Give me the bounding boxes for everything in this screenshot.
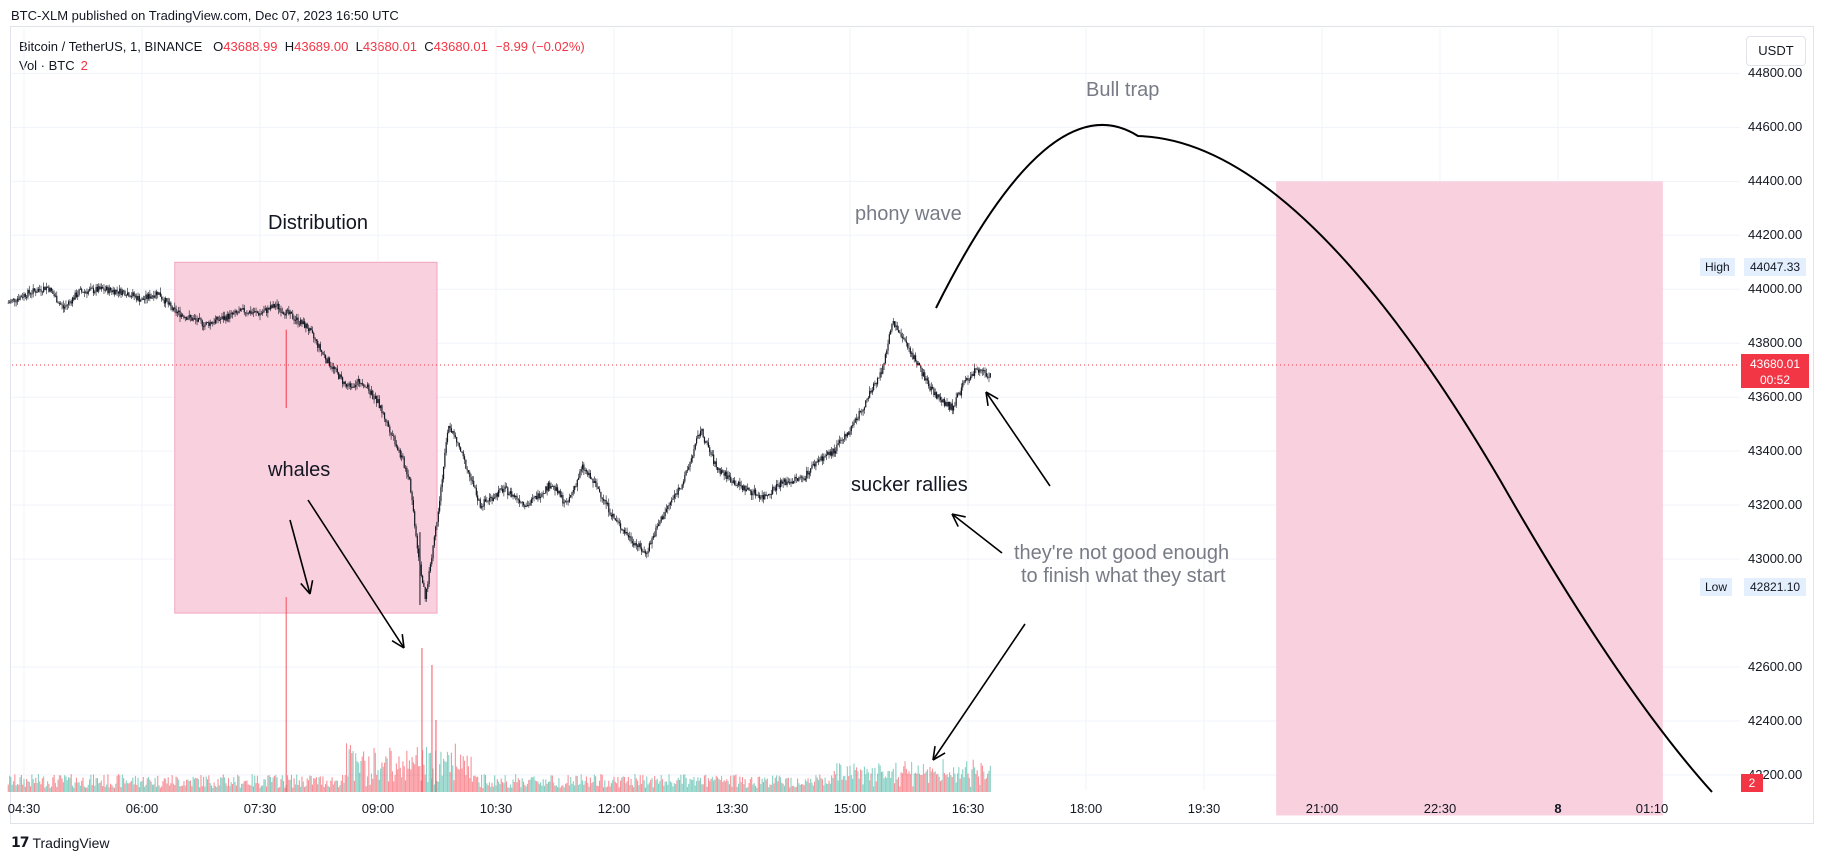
tradingview-mark-icon: 𝟭𝟳 [11, 834, 30, 850]
close-value: 43680.01 [433, 39, 488, 54]
candle-body [7, 302, 9, 304]
annotation-not-good-line2: to finish what they start [1021, 565, 1226, 587]
high-tag-label: High [1700, 258, 1735, 276]
y-tick-label: 44600.00 [1748, 119, 1803, 135]
last-price-value: 43680.01 [1749, 357, 1801, 371]
y-tick-label: 44000.00 [1748, 281, 1803, 297]
close-label: C [424, 39, 434, 54]
open-value: 43688.99 [223, 39, 278, 54]
currency-button[interactable]: USDT [1746, 36, 1806, 66]
high-tag-value: 44047.33 [1744, 258, 1807, 276]
y-tick-label: 43200.00 [1748, 497, 1803, 513]
last-price-tag: 43680.01 00:52 [1741, 354, 1809, 388]
x-tick-label: 18:00 [1069, 801, 1103, 816]
y-tick-label: 42600.00 [1748, 659, 1803, 675]
x-tick-label: 19:30 [1187, 801, 1221, 816]
annotation-distribution: Distribution [268, 212, 369, 234]
volume-label[interactable]: Vol · BTC [19, 58, 75, 73]
open-label: O [213, 39, 224, 54]
y-tick-label: 44200.00 [1748, 227, 1803, 243]
y-tick-label: 43000.00 [1748, 551, 1803, 567]
low-value: 43680.01 [362, 39, 418, 54]
annotation-sucker-rallies: sucker rallies [851, 474, 968, 496]
chart-frame [10, 26, 1814, 824]
high-value: 43689.00 [294, 39, 349, 54]
tradingview-logo[interactable]: 𝟭𝟳 TradingView [11, 834, 110, 851]
y-tick-label: 43400.00 [1748, 443, 1803, 459]
volume-value: 2 [80, 58, 88, 73]
x-tick-label: 04:30 [7, 801, 41, 816]
x-tick-label: 10:30 [479, 801, 513, 816]
x-tick-label: 16:30 [951, 801, 985, 816]
x-tick-label: 13:30 [715, 801, 749, 816]
y-tick-label: 42400.00 [1748, 713, 1803, 729]
x-tick-label: 15:00 [833, 801, 867, 816]
brand-name: TradingView [32, 834, 110, 851]
x-tick-label: 21:00 [1305, 801, 1339, 816]
volume-legend: Vol · BTC 2 [19, 58, 88, 73]
volume-tag: 2 [1741, 774, 1763, 792]
bar-countdown: 00:52 [1759, 373, 1791, 387]
ohlc-legend: Bitcoin / TetherUS, 1, BINANCE O43688.99… [19, 39, 585, 54]
x-tick-label: 12:00 [597, 801, 631, 816]
change-value: −8.99 (−0.02%) [495, 39, 585, 54]
x-tick-label: 22:30 [1423, 801, 1457, 816]
high-label: H [284, 39, 295, 54]
annotation-whales: whales [268, 459, 331, 481]
y-tick-label: 44800.00 [1748, 65, 1803, 81]
symbol-name[interactable]: Bitcoin / TetherUS, 1, BINANCE [19, 39, 203, 54]
low-tag-value: 42821.10 [1744, 578, 1807, 596]
x-tick-label: 8 [1554, 801, 1562, 816]
x-tick-label: 01:10 [1635, 801, 1669, 816]
y-tick-label: 43800.00 [1748, 335, 1803, 351]
low-tag-label: Low [1700, 578, 1733, 596]
y-tick-label: 44400.00 [1748, 173, 1803, 189]
annotation-phony-wave: phony wave [855, 203, 962, 225]
y-tick-label: 43600.00 [1748, 389, 1803, 405]
low-label: L [355, 39, 363, 54]
annotation-bull-trap: Bull trap [1086, 79, 1160, 101]
x-tick-label: 09:00 [361, 801, 395, 816]
publisher-caption: BTC-XLM published on TradingView.com, De… [11, 8, 399, 23]
x-tick-label: 06:00 [125, 801, 159, 816]
x-tick-label: 07:30 [243, 801, 277, 816]
annotation-not-good-line1: they're not good enough [1014, 542, 1230, 564]
